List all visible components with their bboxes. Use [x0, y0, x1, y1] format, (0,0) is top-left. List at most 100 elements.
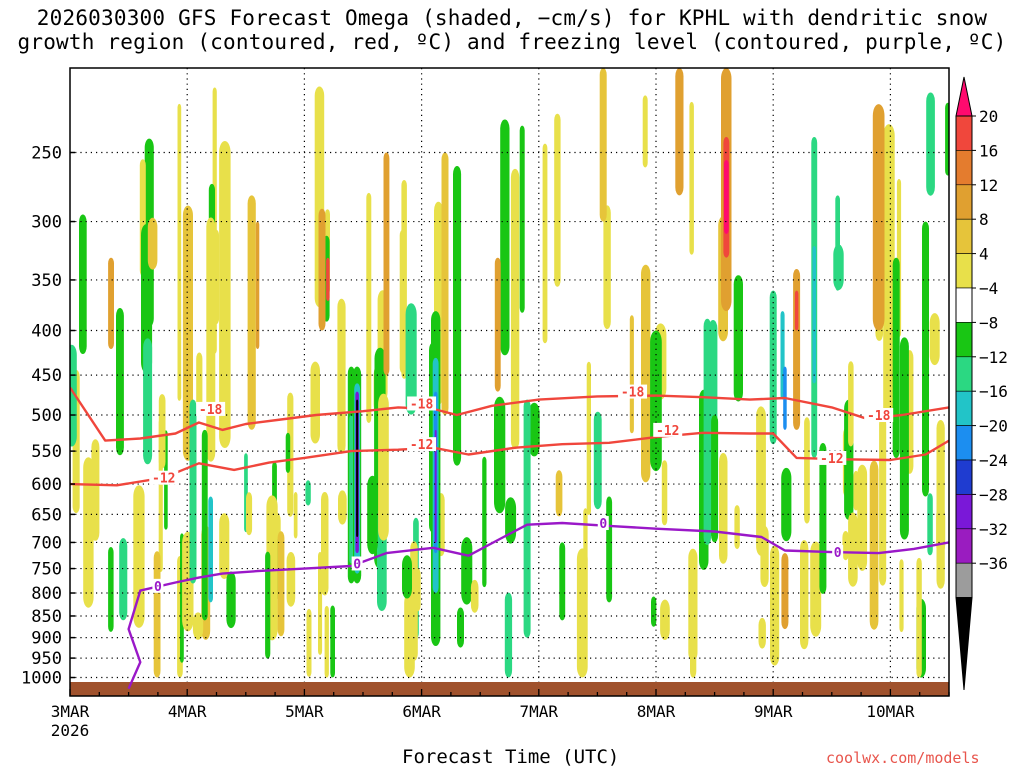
contour-label: 0 — [154, 580, 162, 595]
colorbar-top-arrow — [955, 76, 973, 117]
omega-streak — [265, 551, 271, 659]
colorbar-label: −4 — [979, 279, 998, 298]
omega-streak — [434, 429, 437, 543]
y-tick-label: 450 — [31, 366, 62, 386]
colorbar-label: 12 — [979, 176, 998, 195]
omega-streak — [108, 257, 114, 349]
omega-streak — [869, 460, 879, 630]
colorbar-label: −28 — [979, 485, 1008, 504]
omega-streak — [945, 102, 949, 176]
omega-streak — [519, 125, 525, 313]
credit-link[interactable]: coolwx.com/models — [826, 749, 980, 767]
omega-streak — [208, 496, 213, 603]
x-tick-label: 9MAR — [754, 702, 793, 721]
omega-streak — [899, 559, 904, 633]
omega-streak — [606, 496, 613, 603]
colorbar-segment — [955, 150, 973, 186]
omega-streak — [593, 411, 602, 510]
omega-streak — [689, 101, 694, 255]
omega-streak — [305, 480, 311, 506]
y-tick-label: 750 — [31, 560, 62, 580]
omega-streak — [660, 599, 670, 640]
x-tick-label: 8MAR — [637, 702, 676, 721]
y-tick-label: 300 — [31, 213, 62, 233]
omega-streak — [781, 467, 792, 542]
colorbar-label: −32 — [979, 520, 1008, 539]
omega-streak — [494, 396, 506, 514]
omega-streak — [576, 548, 588, 678]
omega-streak — [330, 605, 335, 678]
omega-streak — [383, 152, 390, 376]
omega-streak — [337, 298, 346, 454]
omega-streak — [255, 221, 260, 349]
omega-streak — [70, 344, 77, 447]
contour-label: -18 — [867, 409, 891, 424]
x-axis-label: Forecast Time (UTC) — [402, 746, 620, 768]
omega-streak — [883, 124, 895, 419]
omega-streak — [293, 492, 298, 539]
omega-streak — [79, 214, 87, 354]
colorbar-label: 20 — [979, 107, 998, 126]
colorbar-segment — [955, 494, 973, 530]
colorbar-label: −36 — [979, 554, 1008, 573]
omega-streak — [872, 104, 885, 331]
colorbar-segment — [955, 562, 973, 598]
contour-label-bg — [149, 470, 179, 485]
omega-streak — [143, 338, 153, 465]
omega-streak — [848, 361, 854, 447]
omega-streak — [158, 418, 163, 572]
omega-streak — [842, 531, 849, 561]
colorbar-bottom-arrow — [955, 597, 973, 691]
title-line-2: growth region (contoured, red, ºC) and f… — [17, 30, 1007, 54]
contour-label: 0 — [599, 517, 607, 532]
omega-streak — [83, 457, 94, 608]
omega-streak — [642, 95, 648, 168]
contour-line-0 — [127, 521, 949, 690]
contour-line-minus12 — [70, 431, 949, 487]
omega-streak — [555, 470, 563, 517]
y-tick-label: 950 — [31, 649, 62, 669]
x-tick-label: 3MAR — [51, 702, 90, 721]
omega-streak — [133, 485, 145, 628]
omega-streak — [494, 257, 501, 392]
colorbar-segment — [955, 115, 973, 151]
omega-streak — [286, 552, 296, 607]
omega-streak — [599, 68, 607, 222]
omega-streak — [542, 143, 548, 344]
contour-label-bg — [407, 396, 437, 411]
omega-streak — [733, 275, 743, 402]
omega-streak — [922, 221, 929, 497]
omega-streak — [675, 68, 684, 196]
omega-streak — [810, 541, 822, 637]
contour-label-bg — [152, 578, 164, 593]
omega-streak — [196, 352, 203, 412]
omega-streak — [277, 531, 285, 637]
omega-streak — [206, 217, 216, 462]
omega-streak — [285, 432, 291, 473]
omega-streak — [147, 217, 158, 270]
colorbar-segment — [955, 253, 973, 289]
omega-streak — [554, 113, 561, 287]
omega-streak — [819, 443, 827, 594]
y-tick-label: 900 — [31, 629, 62, 649]
contour-label-bg — [653, 422, 683, 437]
x-tick-label: 5MAR — [285, 702, 324, 721]
colorbar: 20 16 12 8 4 −4 −8 −12 −16 −20 −24 −28 −32 −36 — [955, 76, 1008, 691]
omega-shading — [70, 68, 949, 678]
colorbar-label: 4 — [979, 245, 989, 264]
x-tick-year: 2026 — [51, 721, 90, 740]
omega-streak — [226, 571, 236, 629]
omega-streak — [770, 545, 780, 666]
omega-streak — [318, 208, 326, 331]
omega-streak — [651, 596, 657, 627]
y-tick-label: 350 — [31, 271, 62, 291]
contour-label: -18 — [199, 403, 223, 418]
omega-streak — [586, 361, 591, 515]
omega-streak — [800, 540, 809, 650]
omega-streak — [108, 547, 114, 632]
colorbar-segment — [955, 528, 973, 564]
colorbar-label: −24 — [979, 451, 1008, 470]
contour-label-bg — [597, 516, 609, 531]
omega-streak — [504, 592, 513, 678]
omega-streak — [734, 505, 740, 550]
